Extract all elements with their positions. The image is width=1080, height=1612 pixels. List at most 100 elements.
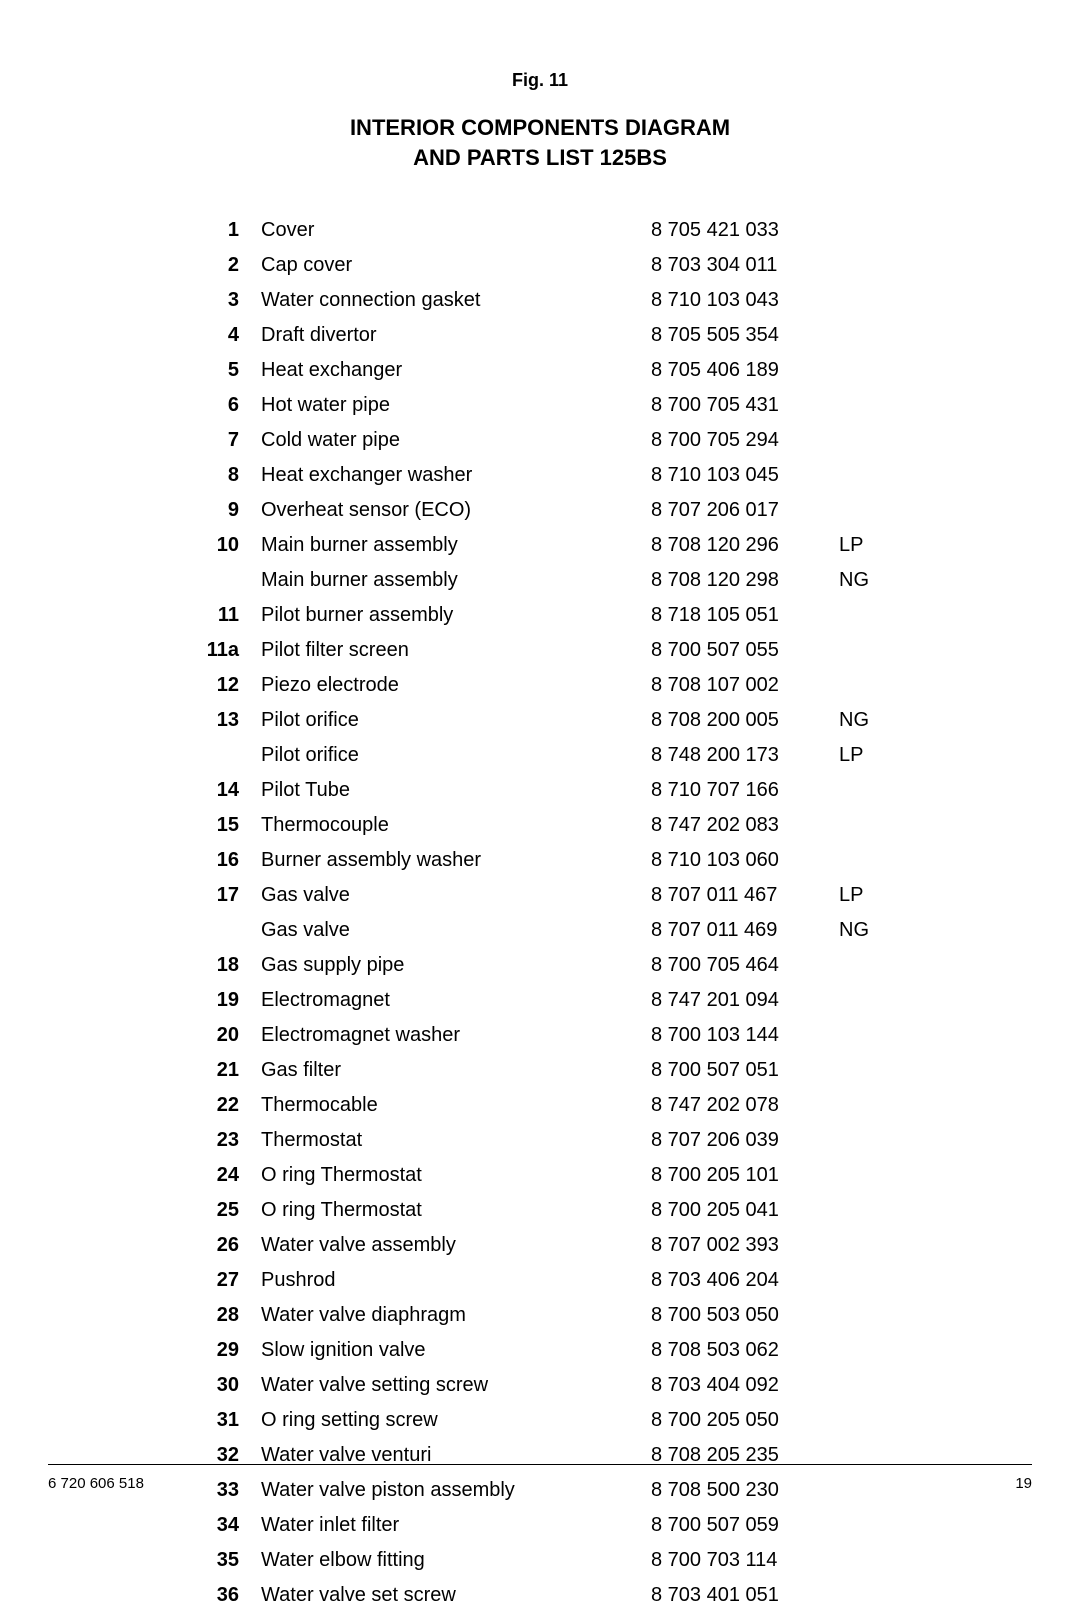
part-description: Hot water pipe <box>261 387 651 422</box>
part-number-index: 10 <box>193 527 261 562</box>
part-description: Heat exchanger <box>261 352 651 387</box>
part-code: 8 700 503 050 <box>651 1297 839 1332</box>
table-row: 24O ring Thermostat8 700 205 101 <box>193 1157 887 1192</box>
part-description: Cap cover <box>261 247 651 282</box>
table-row: Main burner assembly8 708 120 298NG <box>193 562 887 597</box>
part-number-index: 1 <box>193 212 261 247</box>
part-description: Heat exchanger washer <box>261 457 651 492</box>
part-number-index: 31 <box>193 1402 261 1437</box>
page-footer: 6 720 606 518 19 <box>48 1464 1032 1492</box>
table-row: 4Draft divertor8 705 505 354 <box>193 317 887 352</box>
part-suffix <box>839 1262 887 1297</box>
part-description: Pushrod <box>261 1262 651 1297</box>
part-number-index: 20 <box>193 1017 261 1052</box>
table-row: 11aPilot filter screen8 700 507 055 <box>193 632 887 667</box>
part-description: Gas valve <box>261 912 651 947</box>
part-code: 8 700 507 055 <box>651 632 839 667</box>
part-description: Water inlet filter <box>261 1507 651 1542</box>
footer-page-number: 19 <box>1015 1475 1032 1492</box>
part-code: 8 710 707 166 <box>651 772 839 807</box>
part-number-index: 25 <box>193 1192 261 1227</box>
part-suffix <box>839 842 887 877</box>
table-row: 27Pushrod8 703 406 204 <box>193 1262 887 1297</box>
part-suffix <box>839 247 887 282</box>
table-row: 18Gas supply pipe8 700 705 464 <box>193 947 887 982</box>
part-description: Pilot Tube <box>261 772 651 807</box>
part-number-index: 27 <box>193 1262 261 1297</box>
part-code: 8 707 206 039 <box>651 1122 839 1157</box>
part-description: O ring Thermostat <box>261 1157 651 1192</box>
part-description: Overheat sensor (ECO) <box>261 492 651 527</box>
part-suffix <box>839 1157 887 1192</box>
part-code: 8 707 206 017 <box>651 492 839 527</box>
part-suffix <box>839 982 887 1017</box>
part-description: Cover <box>261 212 651 247</box>
part-code: 8 747 202 078 <box>651 1087 839 1122</box>
table-row: 19Electromagnet8 747 201 094 <box>193 982 887 1017</box>
part-number-index: 24 <box>193 1157 261 1192</box>
part-code: 8 703 406 204 <box>651 1262 839 1297</box>
table-row: 14Pilot Tube8 710 707 166 <box>193 772 887 807</box>
part-code: 8 705 505 354 <box>651 317 839 352</box>
part-suffix <box>839 1192 887 1227</box>
part-number-index: 35 <box>193 1542 261 1577</box>
part-suffix <box>839 1297 887 1332</box>
footer-doc-number: 6 720 606 518 <box>48 1475 144 1492</box>
table-row: 23Thermostat8 707 206 039 <box>193 1122 887 1157</box>
part-description: Draft divertor <box>261 317 651 352</box>
part-suffix <box>839 667 887 702</box>
table-row: 6Hot water pipe8 700 705 431 <box>193 387 887 422</box>
part-code: 8 700 703 114 <box>651 1542 839 1577</box>
part-number-index: 12 <box>193 667 261 702</box>
part-suffix <box>839 1087 887 1122</box>
table-row: 8Heat exchanger washer8 710 103 045 <box>193 457 887 492</box>
part-suffix <box>839 1577 887 1612</box>
part-suffix <box>839 772 887 807</box>
part-description: Thermocouple <box>261 807 651 842</box>
part-code: 8 700 205 101 <box>651 1157 839 1192</box>
part-code: 8 707 011 467 <box>651 877 839 912</box>
part-suffix <box>839 352 887 387</box>
part-code: 8 703 304 011 <box>651 247 839 282</box>
part-suffix <box>839 947 887 982</box>
part-suffix <box>839 1122 887 1157</box>
part-number-index: 11 <box>193 597 261 632</box>
part-code: 8 708 107 002 <box>651 667 839 702</box>
part-description: O ring setting screw <box>261 1402 651 1437</box>
part-suffix <box>839 457 887 492</box>
part-description: Electromagnet <box>261 982 651 1017</box>
part-description: Water valve set screw <box>261 1577 651 1612</box>
part-code: 8 707 002 393 <box>651 1227 839 1262</box>
part-number-index: 5 <box>193 352 261 387</box>
table-row: 9Overheat sensor (ECO)8 707 206 017 <box>193 492 887 527</box>
part-number-index: 36 <box>193 1577 261 1612</box>
part-number-index: 26 <box>193 1227 261 1262</box>
part-suffix: NG <box>839 562 887 597</box>
part-description: Water valve diaphragm <box>261 1297 651 1332</box>
part-code: 8 747 202 083 <box>651 807 839 842</box>
part-description: Pilot burner assembly <box>261 597 651 632</box>
part-suffix: LP <box>839 527 887 562</box>
part-code: 8 708 120 298 <box>651 562 839 597</box>
part-description: Burner assembly washer <box>261 842 651 877</box>
part-code: 8 710 103 043 <box>651 282 839 317</box>
part-code: 8 700 205 050 <box>651 1402 839 1437</box>
part-code: 8 700 705 464 <box>651 947 839 982</box>
part-number-index: 6 <box>193 387 261 422</box>
table-row: 17Gas valve8 707 011 467LP <box>193 877 887 912</box>
part-description: Pilot orifice <box>261 702 651 737</box>
table-row: 20Electromagnet washer8 700 103 144 <box>193 1017 887 1052</box>
part-number-index: 11a <box>193 632 261 667</box>
table-row: Pilot orifice8 748 200 173LP <box>193 737 887 772</box>
part-number-index: 3 <box>193 282 261 317</box>
parts-list-table: 1Cover8 705 421 0332Cap cover8 703 304 0… <box>193 212 887 1612</box>
part-suffix: NG <box>839 912 887 947</box>
part-number-index: 14 <box>193 772 261 807</box>
part-suffix <box>839 597 887 632</box>
table-row: 12Piezo electrode8 708 107 002 <box>193 667 887 702</box>
part-code: 8 707 011 469 <box>651 912 839 947</box>
part-suffix <box>839 1017 887 1052</box>
part-suffix <box>839 1367 887 1402</box>
table-row: 7Cold water pipe8 700 705 294 <box>193 422 887 457</box>
part-number-index: 18 <box>193 947 261 982</box>
